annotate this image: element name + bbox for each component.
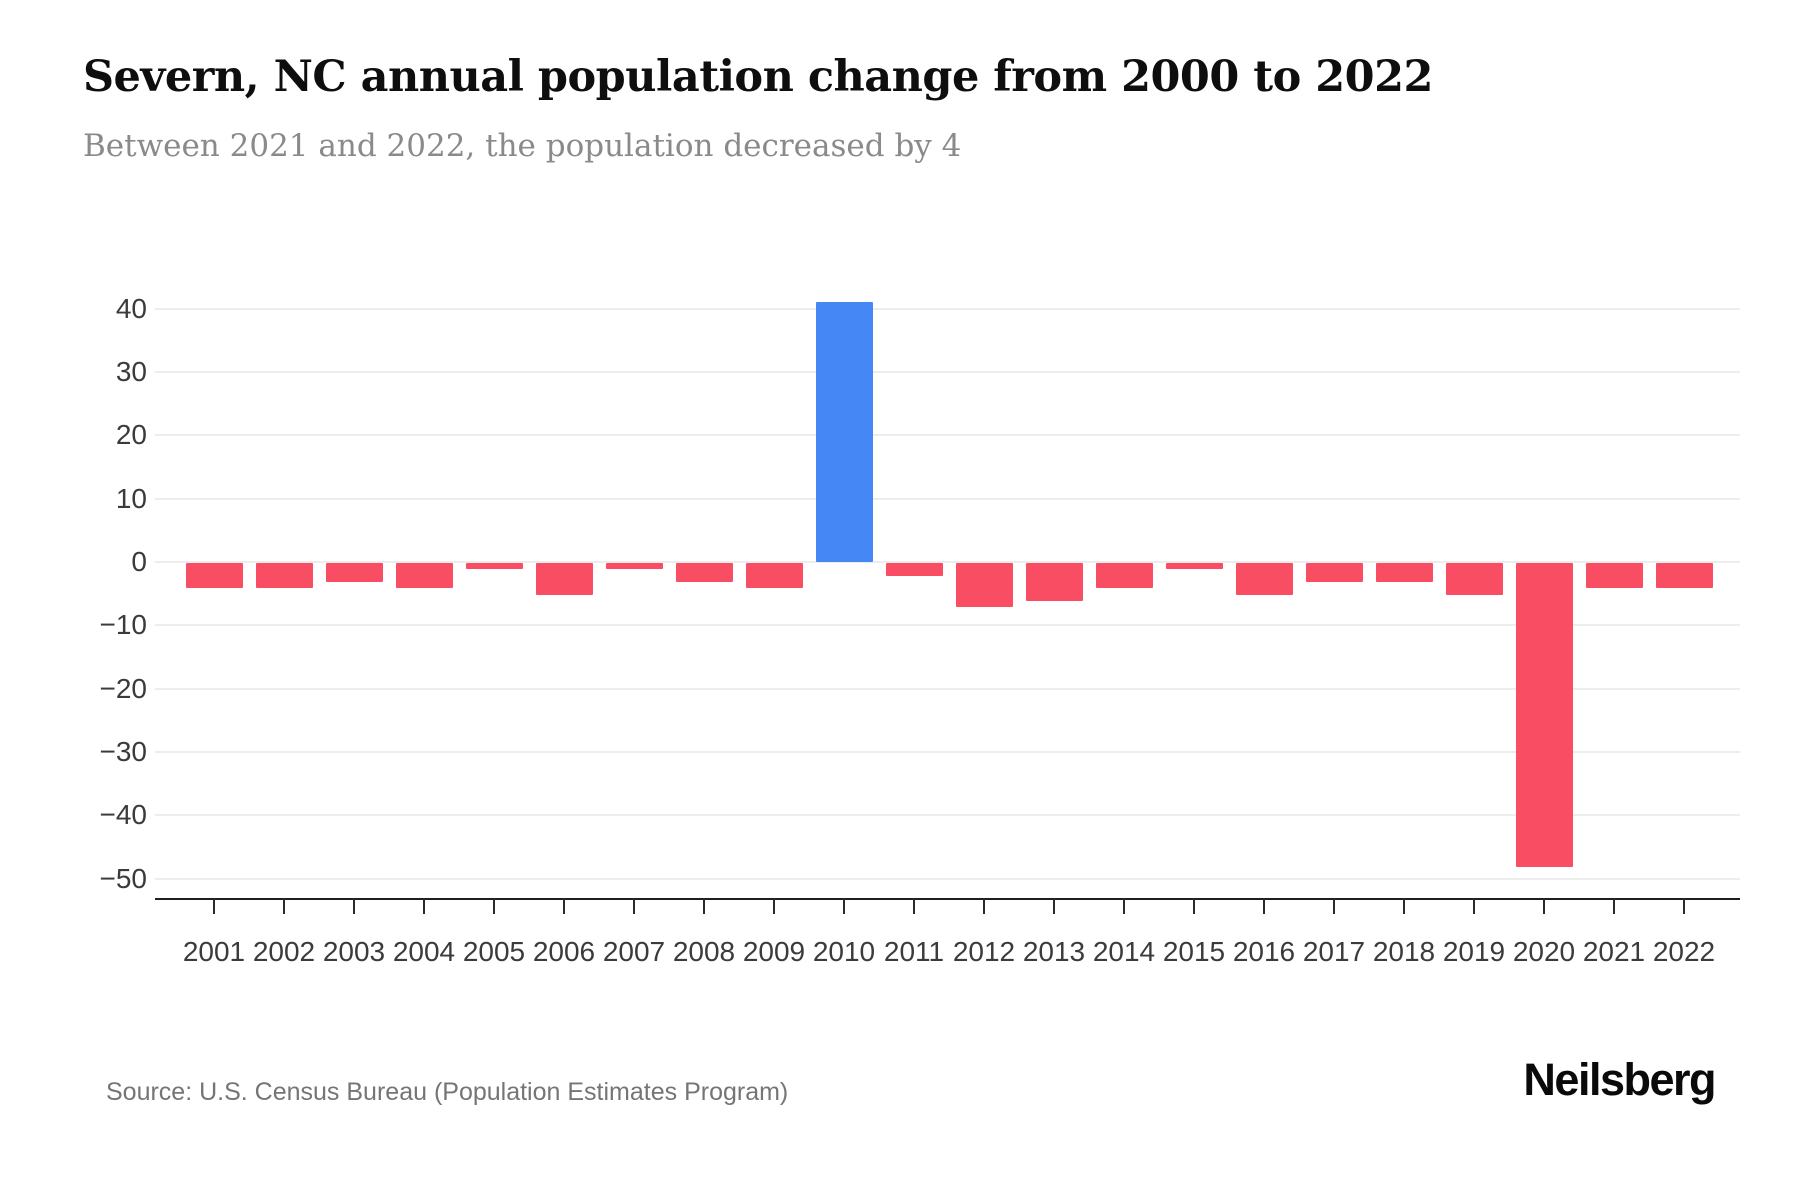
x-axis-line — [155, 898, 1740, 900]
x-axis-label-2020: 2020 — [1512, 936, 1576, 967]
bar-2008[interactable] — [675, 563, 733, 582]
bar-2011[interactable] — [885, 563, 943, 576]
neilsberg-logo[interactable]: Neilsberg — [1523, 1054, 1716, 1105]
x-axis-tick — [913, 898, 915, 914]
bar-2021[interactable] — [1585, 563, 1643, 589]
x-axis-label-2006: 2006 — [532, 936, 596, 967]
x-axis-tick — [633, 898, 635, 914]
bar-2018[interactable] — [1375, 563, 1433, 582]
x-axis-tick — [213, 898, 215, 914]
bar-2019[interactable] — [1445, 563, 1503, 595]
bar-2012[interactable] — [955, 563, 1013, 608]
y-axis-tick-label: 30 — [115, 356, 147, 388]
bar-chart: 40 30 20 10 0 −10 −20 −30 −40 −50 2001 2002 2003 200… — [99, 292, 1740, 967]
x-axis-label-2019: 2019 — [1442, 936, 1506, 967]
x-axis-tick — [1683, 898, 1685, 914]
chart-subtitle: Between 2021 and 2022, the population de… — [83, 128, 962, 164]
y-axis-tick-label: 0 — [131, 546, 147, 577]
x-axis-tick — [353, 898, 355, 914]
gridline — [155, 624, 1740, 627]
x-axis-tick — [1473, 898, 1475, 914]
x-axis-label-2009: 2009 — [742, 936, 806, 967]
bar-2003[interactable] — [325, 563, 383, 582]
x-axis-label-2022: 2022 — [1652, 936, 1716, 967]
x-axis-tick — [1333, 898, 1335, 914]
x-axis-label-2003: 2003 — [322, 936, 386, 967]
x-axis-tick — [703, 898, 705, 914]
gridline — [155, 371, 1740, 374]
y-axis-tick-label: 20 — [115, 419, 147, 451]
bar-2013[interactable] — [1025, 563, 1083, 601]
gridline — [155, 561, 1740, 563]
x-axis-label-2017: 2017 — [1302, 936, 1366, 967]
y-axis-tick-label: −10 — [99, 609, 148, 641]
x-axis-label-2004: 2004 — [392, 936, 456, 967]
x-axis-label-2018: 2018 — [1372, 936, 1436, 967]
y-axis-tick-label: −40 — [99, 799, 148, 831]
gridline — [155, 307, 1740, 310]
x-axis-tick — [1613, 898, 1615, 914]
x-axis-tick — [1123, 898, 1125, 914]
bar-2009[interactable] — [745, 563, 803, 589]
x-axis-tick — [843, 898, 845, 914]
x-axis-tick — [493, 898, 495, 914]
x-axis-label-2016: 2016 — [1232, 936, 1296, 967]
bar-2002[interactable] — [255, 563, 313, 589]
gridline — [155, 687, 1740, 690]
source-attribution: Source: U.S. Census Bureau (Population E… — [106, 1078, 789, 1106]
bar-2022[interactable] — [1655, 563, 1713, 589]
x-axis-label-2002: 2002 — [252, 936, 316, 967]
x-axis-label-2015: 2015 — [1162, 936, 1226, 967]
y-axis-tick-label: −50 — [99, 862, 148, 894]
x-axis-label-2011: 2011 — [883, 936, 945, 967]
x-axis-label-2013: 2013 — [1022, 936, 1086, 967]
x-axis-tick — [1263, 898, 1265, 914]
gridline — [155, 877, 1740, 880]
x-axis-label-2007: 2007 — [602, 936, 666, 967]
bar-2017[interactable] — [1305, 563, 1363, 582]
x-axis-tick — [983, 898, 985, 914]
x-axis-tick — [283, 898, 285, 914]
bar-2001[interactable] — [185, 563, 243, 589]
x-axis-tick — [1193, 898, 1195, 914]
gridline — [155, 814, 1740, 817]
x-axis-label-2021: 2021 — [1582, 936, 1646, 967]
bar-2010[interactable] — [815, 302, 873, 562]
y-axis-tick-label: 10 — [115, 482, 147, 514]
x-axis-tick — [563, 898, 565, 914]
y-axis-tick-label: −20 — [99, 672, 148, 704]
x-axis-tick — [1543, 898, 1545, 914]
x-axis-tick — [773, 898, 775, 914]
bar-2007[interactable] — [605, 563, 663, 570]
x-axis-tick — [1053, 898, 1055, 914]
x-axis-label-2008: 2008 — [672, 936, 736, 967]
x-axis-label-2010: 2010 — [812, 936, 876, 967]
bar-2020[interactable] — [1515, 563, 1573, 867]
chart-title: Severn, NC annual population change from… — [83, 52, 1433, 102]
bar-2015[interactable] — [1165, 563, 1223, 570]
x-axis-label-2012: 2012 — [952, 936, 1016, 967]
x-axis-label-2005: 2005 — [462, 936, 526, 967]
x-axis-label-2014: 2014 — [1092, 936, 1156, 967]
x-axis-tick — [423, 898, 425, 914]
bar-2006[interactable] — [535, 563, 593, 595]
gridline — [155, 750, 1740, 753]
bar-2014[interactable] — [1095, 563, 1153, 589]
y-axis-tick-label: 40 — [115, 292, 147, 324]
x-axis-tick — [1403, 898, 1405, 914]
bar-2004[interactable] — [395, 563, 453, 589]
bar-2016[interactable] — [1235, 563, 1293, 595]
bar-2005[interactable] — [465, 563, 523, 570]
gridline — [155, 434, 1740, 437]
x-axis-label-2001: 2001 — [182, 936, 246, 967]
gridline — [155, 497, 1740, 500]
y-axis-tick-label: −30 — [99, 735, 148, 767]
